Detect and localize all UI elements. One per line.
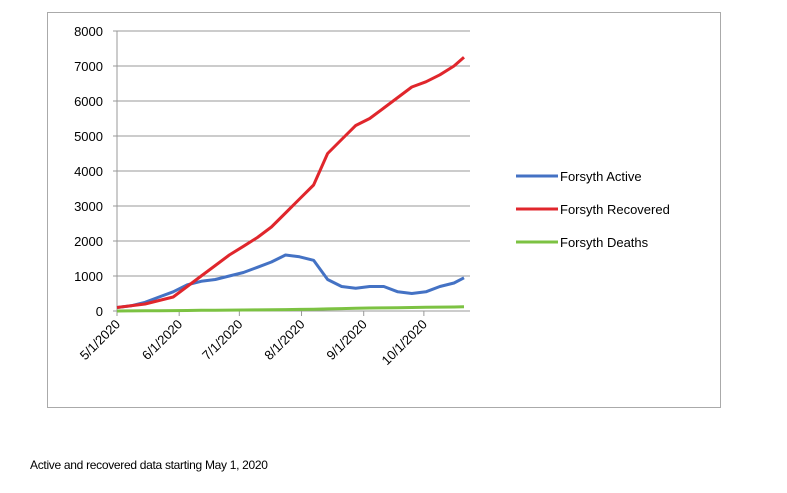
x-tick-label: 5/1/2020 <box>77 317 123 363</box>
series-line <box>116 56 465 309</box>
y-tick-label: 6000 <box>74 94 103 109</box>
series-line <box>116 305 465 313</box>
y-tick-label: 4000 <box>74 164 103 179</box>
x-tick-label: 9/1/2020 <box>323 317 369 363</box>
legend-label: Forsyth Recovered <box>560 202 670 217</box>
y-tick-label: 8000 <box>74 24 103 39</box>
legend-label: Forsyth Deaths <box>560 235 649 250</box>
y-tick-label: 2000 <box>74 234 103 249</box>
x-tick-label: 7/1/2020 <box>199 317 245 363</box>
y-tick-label: 7000 <box>74 59 103 74</box>
y-tick-label: 5000 <box>74 129 103 144</box>
chart: 0 1000 2000 3000 4000 5000 6000 7000 8000 5/1/202… <box>47 12 721 408</box>
legend-label: Forsyth Active <box>560 169 642 184</box>
caption: Active and recovered data starting May 1… <box>30 458 268 472</box>
y-tick-label: 0 <box>96 304 103 319</box>
chart-frame <box>47 12 721 408</box>
x-tick-label: 8/1/2020 <box>261 317 307 363</box>
series-line <box>116 253 465 309</box>
x-tick-label: 10/1/2020 <box>378 317 430 369</box>
y-tick-label: 3000 <box>74 199 103 214</box>
y-tick-label: 1000 <box>74 269 103 284</box>
x-tick-label: 6/1/2020 <box>139 317 185 363</box>
